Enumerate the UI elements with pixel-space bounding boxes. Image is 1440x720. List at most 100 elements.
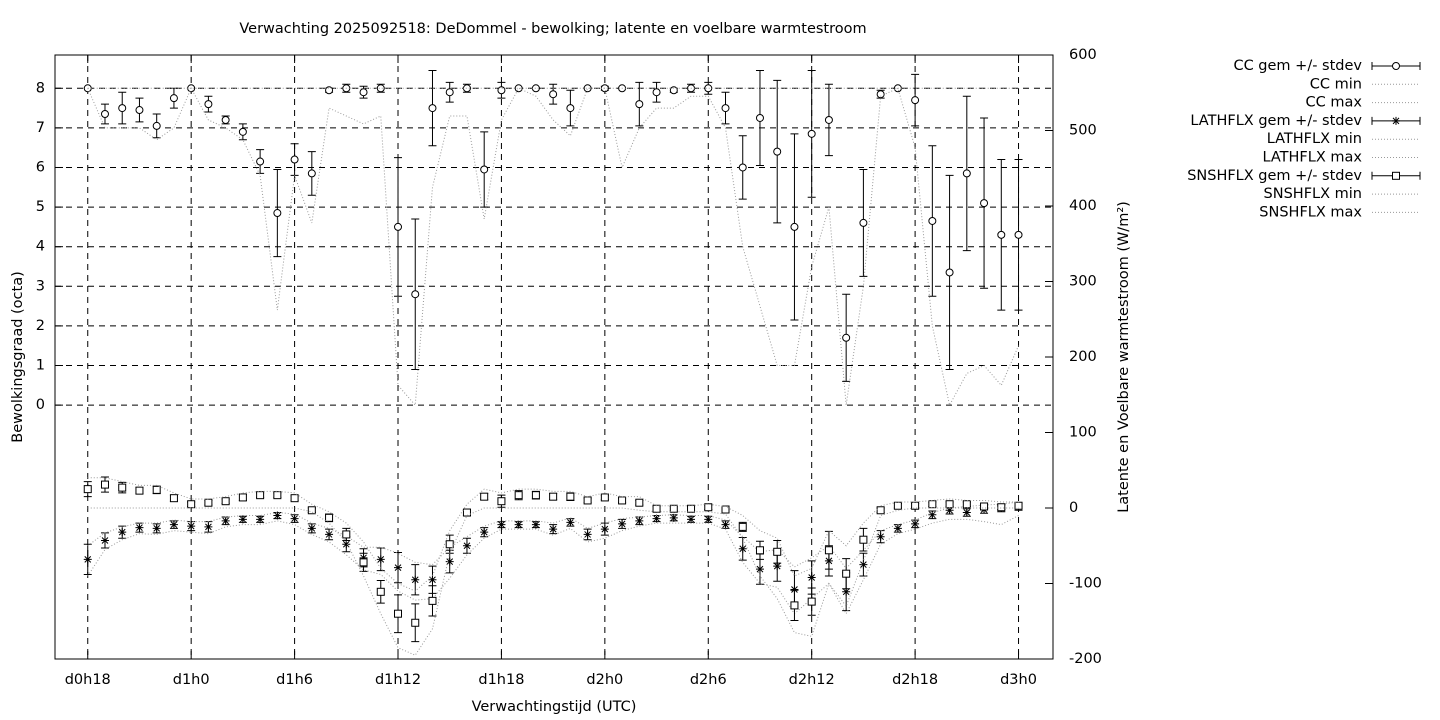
- point: [118, 528, 127, 537]
- point: [721, 505, 730, 514]
- y-tick-label: 3: [36, 278, 45, 294]
- point: [893, 524, 902, 533]
- point: [118, 104, 127, 113]
- point: [187, 522, 196, 531]
- point: [549, 492, 558, 501]
- point: [945, 506, 954, 515]
- point: [445, 557, 454, 566]
- y-tick-label: 6: [36, 159, 45, 175]
- point: [842, 587, 851, 596]
- point: [566, 104, 575, 113]
- point: [514, 491, 523, 500]
- point: [704, 503, 713, 512]
- point: [325, 530, 334, 539]
- y-tick-label: 5: [36, 199, 45, 215]
- point: [583, 84, 592, 93]
- point: [687, 504, 696, 513]
- point: [807, 129, 816, 138]
- legend-label: SNSHFLX min: [1264, 186, 1362, 202]
- point: [618, 496, 627, 505]
- point: [876, 506, 885, 515]
- y2-tick-label: 300: [1069, 274, 1097, 290]
- point: [773, 562, 782, 571]
- legend-marker: [1392, 116, 1400, 125]
- x-tick-label: d0h18: [65, 672, 111, 688]
- point: [669, 86, 678, 95]
- point: [911, 501, 920, 510]
- point: [342, 530, 351, 539]
- point: [859, 560, 868, 569]
- point: [411, 290, 420, 299]
- point: [273, 491, 282, 500]
- y-tick-label: 2: [36, 318, 45, 334]
- point: [824, 546, 833, 555]
- point: [256, 515, 265, 524]
- x-tick-label: d3h0: [1000, 672, 1037, 688]
- point: [945, 268, 954, 277]
- point: [755, 546, 764, 555]
- legend-label: LATHFLX gem +/- stdev: [1190, 113, 1362, 129]
- point: [549, 90, 558, 99]
- y-tick-label: 4: [36, 239, 45, 255]
- y-tick-label: 0: [36, 397, 45, 413]
- range-line: [87, 477, 1019, 592]
- point: [462, 541, 471, 550]
- point: [738, 522, 747, 531]
- point: [411, 618, 420, 627]
- y-tick-label: 7: [36, 120, 45, 136]
- point: [411, 575, 420, 584]
- point: [152, 485, 161, 494]
- x-tick-label: d2h18: [892, 672, 938, 688]
- point: [376, 587, 385, 596]
- y2-tick-label: 200: [1069, 349, 1097, 365]
- point: [928, 216, 937, 225]
- point: [307, 506, 316, 515]
- point: [238, 493, 247, 502]
- point: [290, 514, 299, 523]
- x-tick-label: d2h0: [586, 672, 623, 688]
- point: [359, 558, 368, 567]
- point: [945, 500, 954, 509]
- point: [238, 515, 247, 524]
- point: [445, 88, 454, 97]
- point: [566, 492, 575, 501]
- point: [790, 601, 799, 610]
- point: [100, 480, 109, 489]
- x-tick-label: d1h0: [173, 672, 210, 688]
- point: [221, 115, 230, 124]
- x-axis-label: Verwachtingstijd (UTC): [472, 699, 637, 715]
- point: [428, 104, 437, 113]
- point: [773, 547, 782, 556]
- x-tick-label: d2h6: [690, 672, 727, 688]
- point: [135, 523, 144, 532]
- point: [100, 110, 109, 119]
- point: [962, 169, 971, 178]
- point: [721, 520, 730, 529]
- point: [635, 100, 644, 109]
- point: [256, 491, 265, 500]
- point: [480, 528, 489, 537]
- point: [307, 524, 316, 533]
- point: [221, 497, 230, 506]
- point: [273, 511, 282, 520]
- x-tick-label: d1h6: [276, 672, 313, 688]
- point: [445, 540, 454, 549]
- point: [100, 536, 109, 545]
- y2-tick-label: 500: [1069, 123, 1097, 139]
- point: [790, 222, 799, 231]
- legend-label: SNSHFLX max: [1259, 204, 1362, 220]
- point: [652, 504, 661, 513]
- point: [600, 493, 609, 502]
- point: [221, 516, 230, 525]
- point: [980, 199, 989, 208]
- point: [325, 513, 334, 522]
- point: [721, 104, 730, 113]
- point: [842, 333, 851, 342]
- point: [359, 88, 368, 97]
- point: [738, 544, 747, 553]
- point: [256, 157, 265, 166]
- point: [169, 520, 178, 529]
- point: [204, 498, 213, 507]
- x-tick-label: d1h12: [375, 672, 421, 688]
